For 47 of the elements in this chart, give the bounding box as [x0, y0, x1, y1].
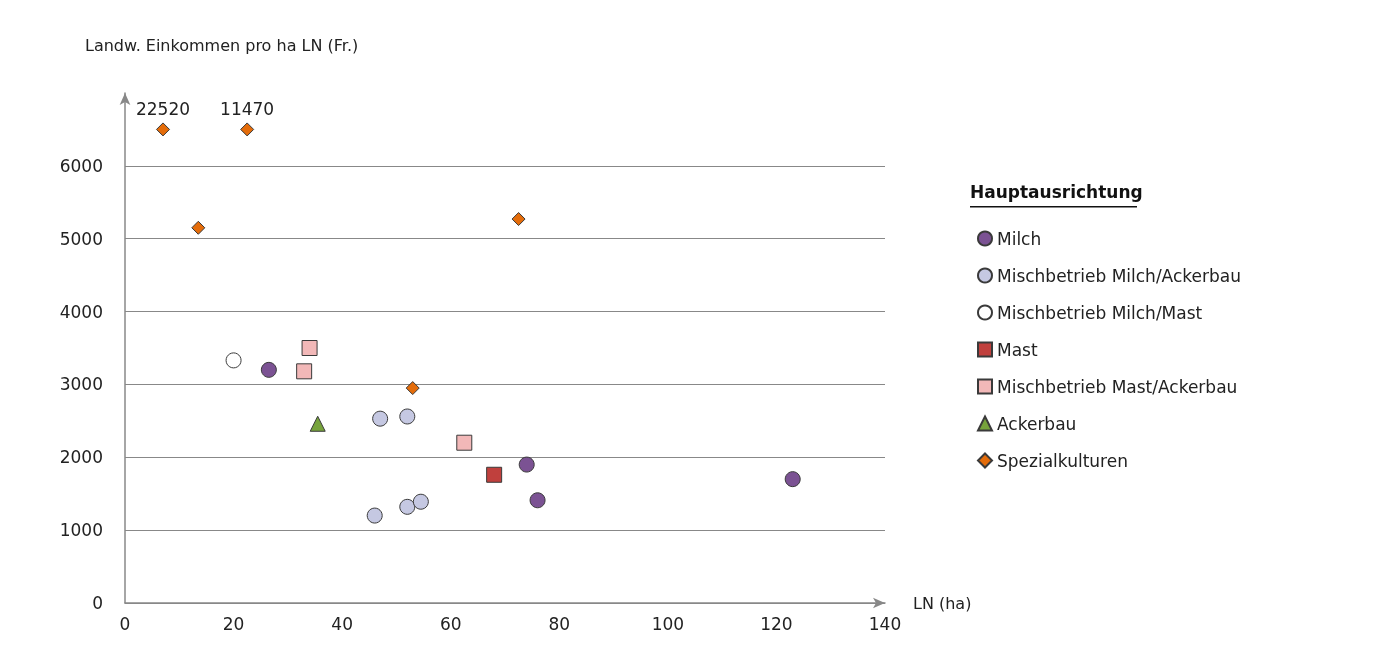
point — [405, 381, 420, 396]
point — [191, 220, 206, 235]
legend-label: Ackerbau — [997, 413, 1077, 434]
point — [486, 466, 503, 483]
annotation: 22520 — [135, 98, 191, 119]
y-tick-label: 6000 — [59, 155, 103, 176]
legend-label: Spezialkulturen — [997, 450, 1128, 471]
x-tick-label: 60 — [439, 613, 462, 634]
legend-label: Mischbetrieb Milch/Mast — [997, 302, 1203, 323]
x-tick-label: 0 — [119, 613, 131, 634]
point — [456, 434, 473, 451]
x-tick-label: 120 — [760, 613, 793, 634]
y-tick-label: 3000 — [59, 374, 103, 395]
point — [260, 361, 277, 378]
x-tick-label: 100 — [651, 613, 685, 634]
point — [511, 212, 526, 227]
y-tick-label: 1000 — [59, 520, 103, 541]
legend-label: Mischbetrieb Milch/Ackerbau — [997, 265, 1241, 286]
point — [309, 415, 326, 432]
y-tick-label: 0 — [92, 593, 103, 613]
point — [225, 352, 242, 369]
x-tick-label: 80 — [548, 613, 571, 634]
point — [412, 493, 429, 510]
legend-label: Milch — [997, 228, 1042, 249]
x-tick-label: 40 — [331, 613, 353, 634]
point — [372, 410, 389, 427]
annotation: 11470 — [220, 98, 275, 119]
legend-label: Mischbetrieb Mast/Ackerbau — [997, 376, 1238, 397]
y-axis-title: Landw. Einkommen pro ha LN (Fr.) — [85, 35, 359, 55]
y-tick-label: 4000 — [59, 301, 103, 322]
point — [301, 340, 318, 356]
y-tick-label: 2000 — [59, 447, 103, 468]
point — [296, 363, 313, 380]
x-tick-label: 140 — [868, 613, 902, 634]
point — [529, 492, 546, 509]
point — [156, 122, 170, 137]
legend-label: Mast — [997, 339, 1038, 360]
y-tick-label: 5000 — [59, 228, 103, 249]
legend-title: Hauptausrichtung — [970, 181, 1143, 202]
point — [518, 456, 535, 473]
point — [366, 507, 383, 524]
point — [240, 122, 255, 137]
point — [399, 408, 416, 425]
x-axis-title: LN (ha) — [913, 593, 972, 613]
x-tick-label: 20 — [222, 613, 245, 634]
point — [784, 471, 801, 488]
point — [399, 498, 416, 515]
